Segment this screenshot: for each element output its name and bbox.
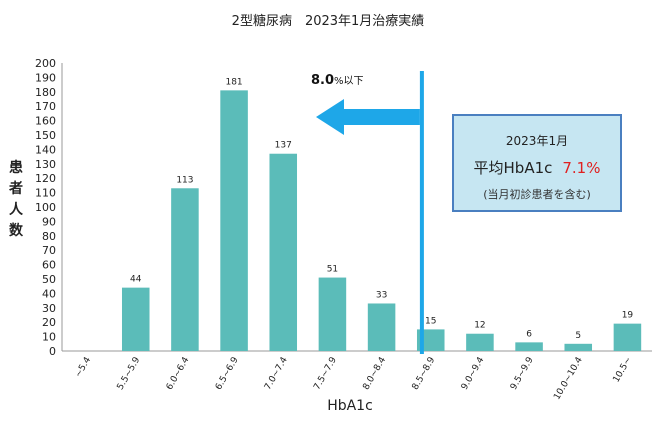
y-axis-label-char: 人 (9, 202, 23, 218)
bar (318, 277, 347, 351)
bar (171, 188, 199, 351)
x-axis-label: HbA1c (327, 398, 373, 414)
y-axis-label-char: 患 (9, 160, 23, 176)
x-tick-label: 6.0~6.4 (165, 355, 192, 392)
bar (269, 153, 298, 351)
y-tick-label: 170 (35, 100, 56, 113)
y-tick-label: 130 (35, 158, 56, 171)
x-tick-label: 9.5~9.9 (509, 355, 536, 392)
info-date: 2023年1月 (505, 134, 569, 148)
y-tick-label: 60 (42, 259, 56, 272)
bar (564, 343, 593, 351)
bar-value-label: 33 (376, 290, 387, 300)
y-tick-label: 0 (49, 345, 56, 358)
bar-value-label: 19 (622, 311, 634, 321)
chart-title: 2型糖尿病 2023年1月治療実績 (231, 14, 425, 29)
threshold-label-main: 8.0 (311, 73, 335, 88)
y-tick-label: 10 (42, 331, 56, 344)
bar (515, 342, 543, 351)
bar (613, 323, 642, 351)
y-tick-label: 40 (42, 287, 56, 300)
y-axis-label-char: 数 (9, 223, 23, 239)
info-average-label: 平均HbA1c (473, 159, 553, 177)
x-tick-label: 6.5~6.9 (214, 355, 241, 392)
info-note: (当月初診患者を含む) (483, 188, 591, 201)
x-tick-label: 9.0~9.4 (460, 355, 487, 392)
y-tick-label: 90 (42, 215, 56, 228)
y-tick-label: 80 (42, 230, 56, 243)
y-tick-label: 20 (42, 316, 56, 329)
bar-value-label: 51 (327, 265, 338, 275)
y-tick-label: 200 (35, 57, 56, 70)
x-tick-label: 7.0~7.4 (263, 355, 290, 392)
bar-value-label: 137 (275, 141, 292, 151)
y-tick-label: 140 (35, 143, 56, 156)
x-tick-label: 5.5~5.9 (116, 355, 143, 392)
threshold-label-suffix: %以下 (334, 76, 364, 87)
x-tick-label: 7.5~7.9 (312, 355, 339, 392)
bar-value-label: 44 (130, 275, 142, 285)
y-tick-label: 150 (35, 129, 56, 142)
x-tick-label: 8.5~8.9 (411, 355, 438, 392)
x-tick-label: 10.5~ (612, 356, 634, 385)
bar (367, 303, 396, 351)
bar-value-label: 15 (425, 316, 436, 326)
y-tick-label: 50 (42, 273, 56, 286)
average-info-box: 2023年1月 平均HbA1c 7.1% (当月初診患者を含む) (452, 114, 622, 212)
x-tick-label: ~5.4 (74, 355, 94, 379)
info-average-value: 7.1% (562, 159, 601, 177)
bar (220, 90, 248, 352)
y-tick-label: 110 (35, 187, 56, 200)
y-tick-label: 190 (35, 71, 56, 84)
y-axis-label-char: 者 (9, 181, 23, 197)
x-tick-label: 10.0~10.4 (552, 355, 585, 401)
y-tick-label: 120 (35, 172, 56, 185)
bar (121, 287, 150, 351)
bar-value-label: 12 (474, 321, 485, 331)
bar-value-label: 6 (526, 329, 532, 339)
y-tick-label: 160 (35, 115, 56, 128)
y-tick-label: 70 (42, 244, 56, 257)
y-tick-label: 180 (35, 86, 56, 99)
y-tick-label: 30 (42, 302, 56, 315)
threshold-label: 8.0%以下 (311, 72, 364, 88)
x-tick-label: 8.0~8.4 (361, 355, 388, 392)
bar (466, 333, 494, 351)
bar-value-label: 113 (176, 175, 193, 185)
bar-value-label: 5 (575, 331, 581, 341)
y-tick-label: 100 (35, 201, 56, 214)
left-arrow-icon (316, 99, 420, 135)
bar-value-label: 181 (225, 77, 242, 87)
y-axis-label: 患 者 人 数 (6, 158, 26, 242)
info-average: 平均HbA1c 7.1% (454, 157, 620, 178)
